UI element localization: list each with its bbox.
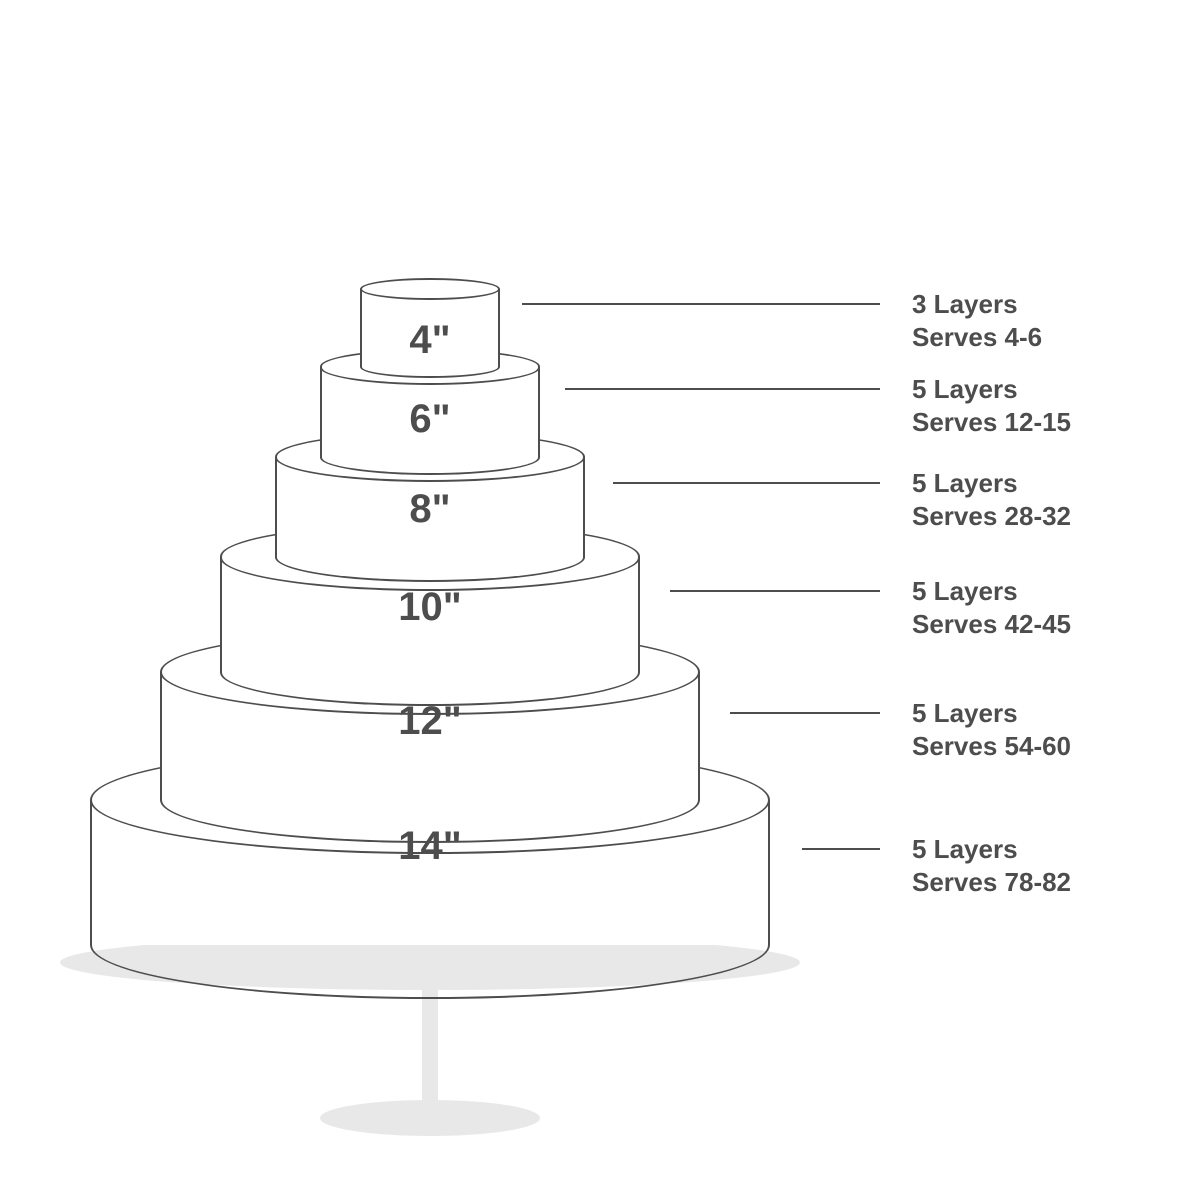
anno-10-layers: 5 Layers xyxy=(912,575,1071,608)
tier-8-label: 8" xyxy=(275,487,585,532)
tier-4-label: 4" xyxy=(360,318,500,363)
tier-6-label: 6" xyxy=(320,397,540,442)
anno-14-serves: Serves 78-82 xyxy=(912,866,1071,899)
anno-14-leader xyxy=(802,848,880,850)
anno-8-serves: Serves 28-32 xyxy=(912,500,1071,533)
anno-8-layers: 5 Layers xyxy=(912,467,1071,500)
tier-4: 4" xyxy=(360,278,500,378)
tier-10-label: 10" xyxy=(220,585,640,630)
anno-10-serves: Serves 42-45 xyxy=(912,608,1071,641)
anno-6-serves: Serves 12-15 xyxy=(912,406,1071,439)
anno-6-layers: 5 Layers xyxy=(912,373,1071,406)
anno-4-leader xyxy=(522,303,880,305)
anno-4: 3 LayersServes 4-6 xyxy=(912,288,1042,353)
anno-14-layers: 5 Layers xyxy=(912,833,1071,866)
anno-12: 5 LayersServes 54-60 xyxy=(912,697,1071,762)
anno-4-layers: 3 Layers xyxy=(912,288,1042,321)
anno-6-leader xyxy=(565,388,880,390)
cake-size-diagram: 14"12"10"8"6"4" 3 LayersServes 4-65 Laye… xyxy=(0,0,1200,1200)
anno-4-serves: Serves 4-6 xyxy=(912,321,1042,354)
anno-6: 5 LayersServes 12-15 xyxy=(912,373,1071,438)
anno-14: 5 LayersServes 78-82 xyxy=(912,833,1071,898)
cake-stand-base xyxy=(320,1100,540,1136)
anno-10: 5 LayersServes 42-45 xyxy=(912,575,1071,640)
anno-10-leader xyxy=(670,590,880,592)
anno-12-layers: 5 Layers xyxy=(912,697,1071,730)
anno-8-leader xyxy=(613,482,880,484)
anno-8: 5 LayersServes 28-32 xyxy=(912,467,1071,532)
anno-12-leader xyxy=(730,712,880,714)
anno-12-serves: Serves 54-60 xyxy=(912,730,1071,763)
